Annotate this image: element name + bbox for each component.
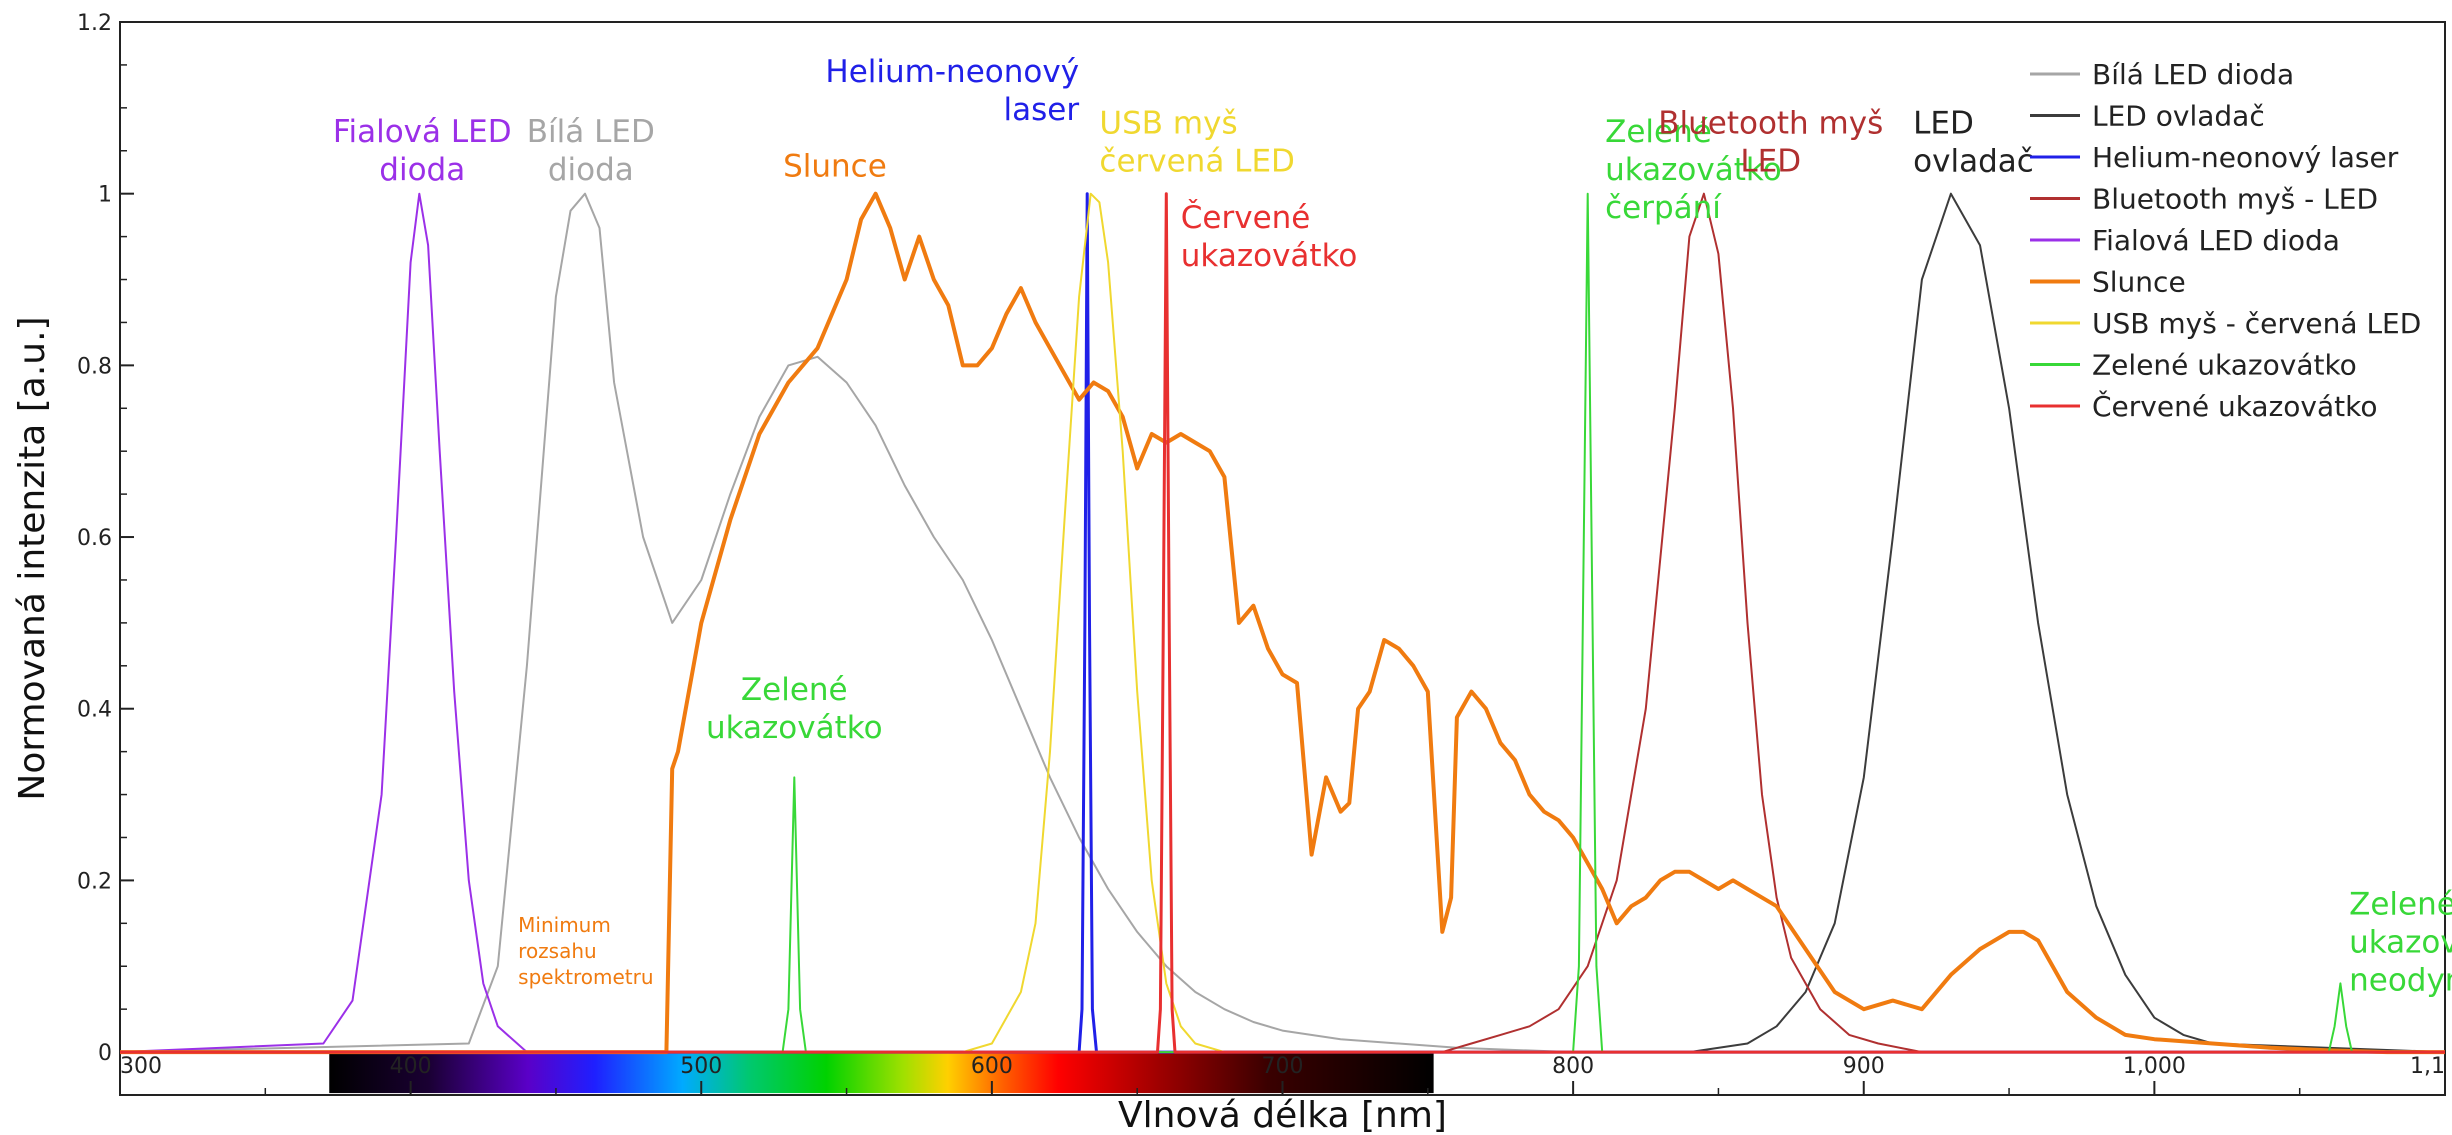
annotation-label: Zelené ukazovátko xyxy=(706,672,883,746)
legend-entry: USB myš - červená LED xyxy=(2092,307,2421,340)
x-axis-title: Vlnová délka [nm] xyxy=(1118,1095,1447,1135)
x-tick-label: 900 xyxy=(1843,1054,1885,1079)
annotation-label: Minimum rozsahu spektrometru xyxy=(518,913,653,989)
y-tick-label: 0.4 xyxy=(77,698,112,723)
series-line-zelen-ukazov-tko xyxy=(120,192,2445,1054)
x-tick-label: 500 xyxy=(680,1054,722,1079)
y-tick-label: 1 xyxy=(98,183,112,208)
series-line-fialov-led-dioda xyxy=(119,192,2445,1054)
legend-entry: Bílá LED dioda xyxy=(2092,58,2294,91)
legend-entry: Bluetooth myš - LED xyxy=(2092,183,2378,216)
annotation-label: Zelenéukazovátkoneodyn xyxy=(2349,887,2452,999)
x-tick-label: 1,000 xyxy=(2123,1054,2186,1079)
legend-entry: LED ovladač xyxy=(2092,100,2265,133)
legend-entry: Fialová LED dioda xyxy=(2092,224,2340,257)
series-line-helium-neonov-laser xyxy=(120,192,2445,1054)
series-line-slunce xyxy=(120,191,2445,1055)
x-tick-label: 800 xyxy=(1552,1054,1594,1079)
y-tick-label: 0.6 xyxy=(77,526,112,551)
series-line-b-l-led-dioda xyxy=(119,192,2445,1054)
series-line--erven-ukazov-tko xyxy=(120,192,2445,1054)
y-tick-label: 0 xyxy=(98,1041,112,1066)
annotation-label: Červené ukazovátko xyxy=(1181,199,1358,274)
legend-entry: Červené ukazovátko xyxy=(2092,389,2377,423)
annotation-label: Fialová LED dioda xyxy=(333,114,512,188)
annotation-label: USB myš červená LED xyxy=(1099,106,1295,180)
x-tick-label: 400 xyxy=(390,1054,432,1079)
x-tick-label: 600 xyxy=(971,1054,1013,1079)
x-tick-label: 300 xyxy=(120,1054,162,1079)
annotation-label: Zelené ukazovátko čerpání xyxy=(1605,114,1782,226)
series-line-bluetooth-my-led xyxy=(120,192,2445,1054)
legend-entry: Zelené ukazovátko xyxy=(2092,349,2357,382)
x-tick-label: 700 xyxy=(1262,1054,1304,1079)
y-tick-label: 1.2 xyxy=(77,11,112,36)
y-tick-label: 0.2 xyxy=(77,869,112,894)
series-line-led-ovlada- xyxy=(120,192,2446,1054)
series-line-usb-my-erven-led xyxy=(120,192,2445,1054)
annotation-label: Bílá LED dioda xyxy=(527,114,655,188)
y-axis-title: Normovaná intenzita [a.u.] xyxy=(12,316,53,800)
x-tick-label: 1,1 xyxy=(2410,1054,2445,1079)
legend-entry: Helium-neonový laser xyxy=(2092,141,2399,174)
annotation-label: Helium-neonový laser xyxy=(825,54,1079,128)
annotation-label: LED ovladač xyxy=(1913,106,2034,180)
annotation-label: Slunce xyxy=(783,149,887,185)
annotation-label: Bluetooth myš LED xyxy=(1658,106,1883,180)
visible-spectrum-bar xyxy=(329,1053,1434,1094)
legend-entry: Slunce xyxy=(2092,266,2186,299)
y-tick-label: 0.8 xyxy=(77,354,112,379)
